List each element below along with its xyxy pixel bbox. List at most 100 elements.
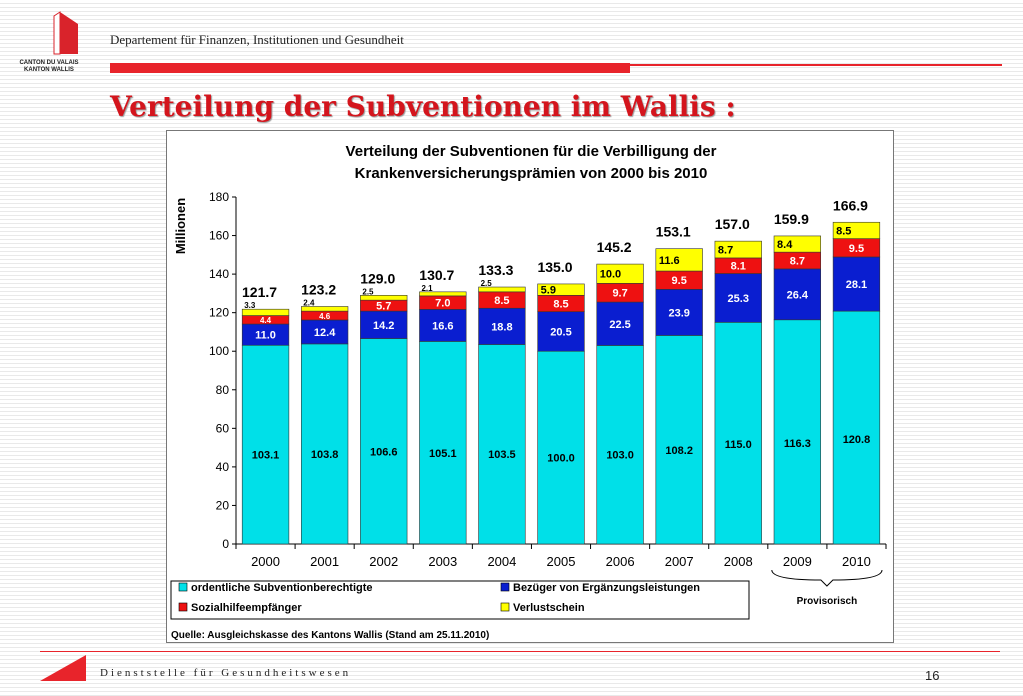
bar-segment bbox=[478, 307, 526, 345]
bar-segment bbox=[596, 263, 644, 284]
plot-area: 020406080100120140160180103.111.04.43.31… bbox=[209, 190, 887, 587]
data-label: 22.5 bbox=[609, 319, 630, 331]
page-number: 16 bbox=[925, 668, 940, 683]
data-label: 106.6 bbox=[370, 447, 398, 459]
bar-segment bbox=[360, 295, 408, 301]
x-tick-label: 2004 bbox=[487, 554, 516, 569]
legend-label: ordentliche Subventionberechtigte bbox=[191, 582, 373, 594]
bar-segment bbox=[419, 291, 467, 297]
data-label: 2.5 bbox=[362, 287, 374, 296]
source-note: Quelle: Ausgleichskasse des Kantons Wall… bbox=[171, 630, 489, 641]
data-label: 11.6 bbox=[659, 255, 680, 267]
data-label: 9.5 bbox=[849, 243, 864, 255]
bar-segment bbox=[832, 221, 881, 239]
x-tick-label: 2005 bbox=[547, 554, 576, 569]
y-axis-label: Millionen bbox=[173, 198, 188, 254]
x-tick-label: 2007 bbox=[665, 554, 694, 569]
y-tick-label: 20 bbox=[216, 498, 230, 512]
total-label: 157.0 bbox=[715, 216, 750, 232]
legend-swatch bbox=[500, 602, 510, 612]
data-label: 25.3 bbox=[728, 293, 749, 305]
footer-divider bbox=[40, 651, 1000, 652]
data-label: 26.4 bbox=[787, 289, 809, 301]
bar-segment bbox=[419, 341, 467, 545]
y-tick-label: 100 bbox=[209, 344, 229, 358]
bar-segment bbox=[773, 268, 822, 321]
bar-segment bbox=[241, 308, 290, 316]
bar-segment bbox=[714, 240, 762, 259]
data-label: 4.6 bbox=[319, 312, 331, 321]
data-label: 103.0 bbox=[606, 450, 634, 462]
data-label: 4.4 bbox=[260, 316, 272, 325]
stacked-bar-chart: Verteilung der Subventionen für die Verb… bbox=[170, 143, 887, 641]
data-label: 103.1 bbox=[252, 450, 280, 462]
data-label: 116.3 bbox=[784, 438, 811, 450]
data-label: 108.2 bbox=[665, 445, 693, 457]
data-label: 103.8 bbox=[311, 449, 339, 461]
y-tick-label: 0 bbox=[222, 537, 229, 551]
legend-swatch bbox=[178, 602, 188, 612]
canton-logo: CANTON DU VALAIS KANTON WALLIS bbox=[14, 10, 84, 80]
x-tick-label: 2009 bbox=[783, 554, 812, 569]
y-tick-label: 180 bbox=[209, 190, 229, 204]
bar-segment bbox=[832, 256, 881, 312]
legend: ordentliche Subventionberechtigte Bezüger… bbox=[170, 580, 750, 620]
y-tick-label: 80 bbox=[216, 383, 230, 397]
data-label: 5.9 bbox=[541, 285, 556, 297]
data-label: 2.4 bbox=[303, 298, 315, 307]
footer-service-name: Dienststelle für Gesundheitswesen bbox=[100, 667, 352, 679]
bar-segment bbox=[655, 289, 703, 336]
legend-label: Verlustschein bbox=[513, 602, 585, 614]
canton-coat-of-arms-icon: CANTON DU VALAIS KANTON WALLIS bbox=[19, 11, 79, 73]
footer-triangle-icon bbox=[40, 655, 86, 681]
data-label: 9.5 bbox=[672, 275, 687, 287]
bar-segment bbox=[773, 235, 822, 253]
y-tick-label: 140 bbox=[209, 267, 229, 281]
bar-segment bbox=[596, 345, 644, 545]
bar-segment bbox=[537, 311, 585, 352]
chart-title-line2: Krankenversicherungsprämien von 2000 bis… bbox=[355, 165, 708, 182]
data-label: 3.3 bbox=[244, 301, 256, 310]
x-tick-label: 2000 bbox=[251, 554, 280, 569]
svg-text:KANTON WALLIS: KANTON WALLIS bbox=[24, 67, 74, 73]
bar-segment bbox=[300, 306, 349, 312]
bar-segment bbox=[714, 322, 762, 545]
total-label: 133.3 bbox=[478, 262, 513, 278]
bar-segment bbox=[478, 286, 526, 293]
bar-segment bbox=[655, 248, 703, 272]
bar-segment bbox=[241, 344, 290, 545]
provisional-annotation: Provisorisch bbox=[797, 596, 858, 607]
data-label: 9.7 bbox=[612, 288, 627, 300]
total-label: 166.9 bbox=[833, 197, 868, 213]
legend-swatch bbox=[178, 582, 188, 592]
data-label: 2.1 bbox=[421, 284, 433, 293]
data-label: 8.7 bbox=[790, 256, 805, 268]
total-label: 130.7 bbox=[419, 267, 454, 283]
legend-swatch bbox=[500, 582, 510, 592]
total-label: 145.2 bbox=[597, 239, 632, 255]
data-label: 28.1 bbox=[846, 279, 867, 291]
data-label: 120.8 bbox=[843, 434, 871, 446]
data-label: 8.7 bbox=[718, 245, 733, 257]
data-label: 20.5 bbox=[550, 326, 571, 338]
bar-segment bbox=[300, 343, 349, 545]
data-label: 8.4 bbox=[777, 239, 793, 251]
legend-label: Bezüger von Ergänzungsleistungen bbox=[513, 582, 700, 594]
header-red-bar bbox=[110, 63, 630, 73]
data-label: 16.6 bbox=[432, 320, 453, 332]
x-tick-label: 2010 bbox=[842, 554, 871, 569]
x-tick-label: 2008 bbox=[724, 554, 753, 569]
data-label: 12.4 bbox=[314, 327, 336, 339]
bar-segment bbox=[537, 283, 585, 296]
total-label: 135.0 bbox=[537, 259, 572, 275]
data-label: 18.8 bbox=[491, 321, 512, 333]
bar-segment bbox=[360, 310, 408, 339]
x-tick-label: 2006 bbox=[606, 554, 635, 569]
slide-title: Verteilung der Subventionen im Wallis : bbox=[110, 90, 736, 123]
provisional-bracket bbox=[771, 569, 883, 587]
total-label: 153.1 bbox=[656, 224, 691, 240]
total-label: 129.0 bbox=[360, 270, 395, 286]
data-label: 103.5 bbox=[488, 449, 516, 461]
chart-title-line1: Verteilung der Subventionen für die Verb… bbox=[346, 143, 717, 160]
data-label: 8.1 bbox=[731, 261, 746, 273]
